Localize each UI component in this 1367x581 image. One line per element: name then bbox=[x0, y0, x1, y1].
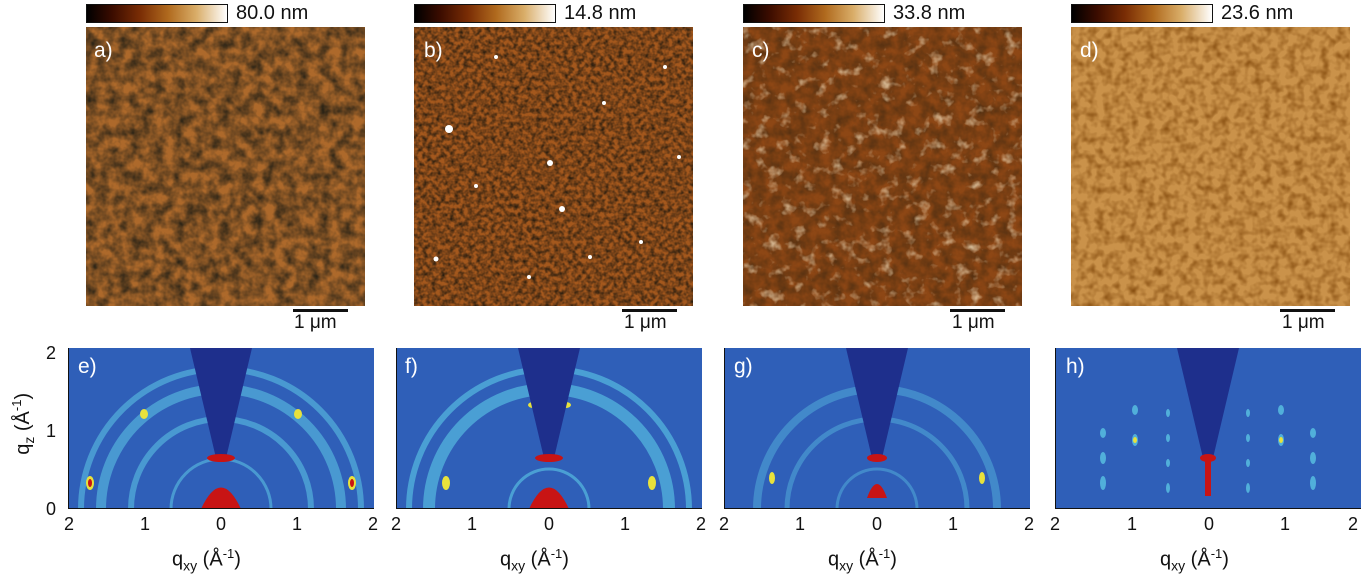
xtick-label: 2 bbox=[1023, 514, 1034, 534]
colorbar-label-c: 33.8 nm bbox=[893, 2, 966, 24]
panel-label-b: b) bbox=[424, 39, 443, 62]
afm-image-a bbox=[86, 27, 365, 306]
scalebar-a bbox=[293, 309, 348, 312]
xtick-label: 1 bbox=[619, 514, 630, 534]
scalebar-label-c: 1 μm bbox=[952, 312, 995, 333]
colorbar-a bbox=[86, 4, 228, 23]
xtick-label: 2 bbox=[390, 514, 401, 534]
colorbar-label-b: 14.8 nm bbox=[564, 2, 637, 24]
scalebar-c bbox=[950, 309, 1005, 312]
scalebar-b bbox=[622, 309, 677, 312]
xtick-label: 2 bbox=[1347, 514, 1358, 534]
x-axis-title-h: qxy (Å-1) bbox=[1160, 546, 1229, 574]
panel-label-e: e) bbox=[78, 355, 97, 378]
xtick-label: 1 bbox=[794, 514, 805, 534]
xtick-label: 2 bbox=[63, 514, 74, 534]
scalebar-label-a: 1 μm bbox=[294, 312, 337, 333]
xtick-label: 2 bbox=[695, 514, 706, 534]
colorbar-b bbox=[414, 4, 556, 23]
xtick-label: 0 bbox=[871, 514, 882, 534]
ytick-label: 1 bbox=[45, 421, 56, 441]
scalebar-label-b: 1 μm bbox=[624, 312, 667, 333]
xtick-label: 2 bbox=[1049, 514, 1060, 534]
xtick-label: 1 bbox=[291, 514, 302, 534]
xtick-label: 1 bbox=[947, 514, 958, 534]
colorbar-label-a: 80.0 nm bbox=[236, 2, 309, 24]
colorbar-d bbox=[1071, 4, 1213, 23]
panel-label-g: g) bbox=[734, 355, 753, 378]
afm-image-d bbox=[1071, 27, 1350, 306]
xtick-label: 2 bbox=[718, 514, 729, 534]
panel-label-d: d) bbox=[1080, 39, 1099, 62]
afm-image-c bbox=[743, 27, 1022, 306]
colorbar-c bbox=[743, 4, 885, 23]
panel-label-a: a) bbox=[94, 39, 113, 62]
xtick-label: 0 bbox=[543, 514, 554, 534]
giwaxs-image-f bbox=[396, 348, 702, 509]
xtick-label: 0 bbox=[1203, 514, 1214, 534]
xtick-label: 1 bbox=[1279, 514, 1290, 534]
panel-label-f: f) bbox=[405, 355, 418, 378]
xtick-label: 1 bbox=[139, 514, 150, 534]
afm-image-b bbox=[414, 27, 693, 306]
scalebar-d bbox=[1280, 309, 1335, 312]
colorbar-label-d: 23.6 nm bbox=[1221, 2, 1294, 24]
xtick-label: 0 bbox=[215, 514, 226, 534]
xtick-label: 1 bbox=[1126, 514, 1137, 534]
x-axis-title-f: qxy (Å-1) bbox=[500, 546, 569, 574]
panel-label-h: h) bbox=[1066, 355, 1085, 378]
scalebar-label-d: 1 μm bbox=[1282, 312, 1325, 333]
giwaxs-image-g bbox=[724, 348, 1030, 509]
x-axis-title-e: qxy (Å-1) bbox=[172, 546, 241, 574]
xtick-label: 2 bbox=[367, 514, 378, 534]
giwaxs-image-e bbox=[68, 348, 374, 509]
ytick-label: 2 bbox=[45, 343, 56, 363]
y-axis-title: qz (Å-1) bbox=[9, 392, 37, 455]
xtick-label: 1 bbox=[466, 514, 477, 534]
giwaxs-image-h bbox=[1055, 348, 1361, 509]
ytick-label: 0 bbox=[45, 499, 56, 519]
x-axis-title-g: qxy (Å-1) bbox=[828, 546, 897, 574]
panel-label-c: c) bbox=[752, 39, 770, 62]
